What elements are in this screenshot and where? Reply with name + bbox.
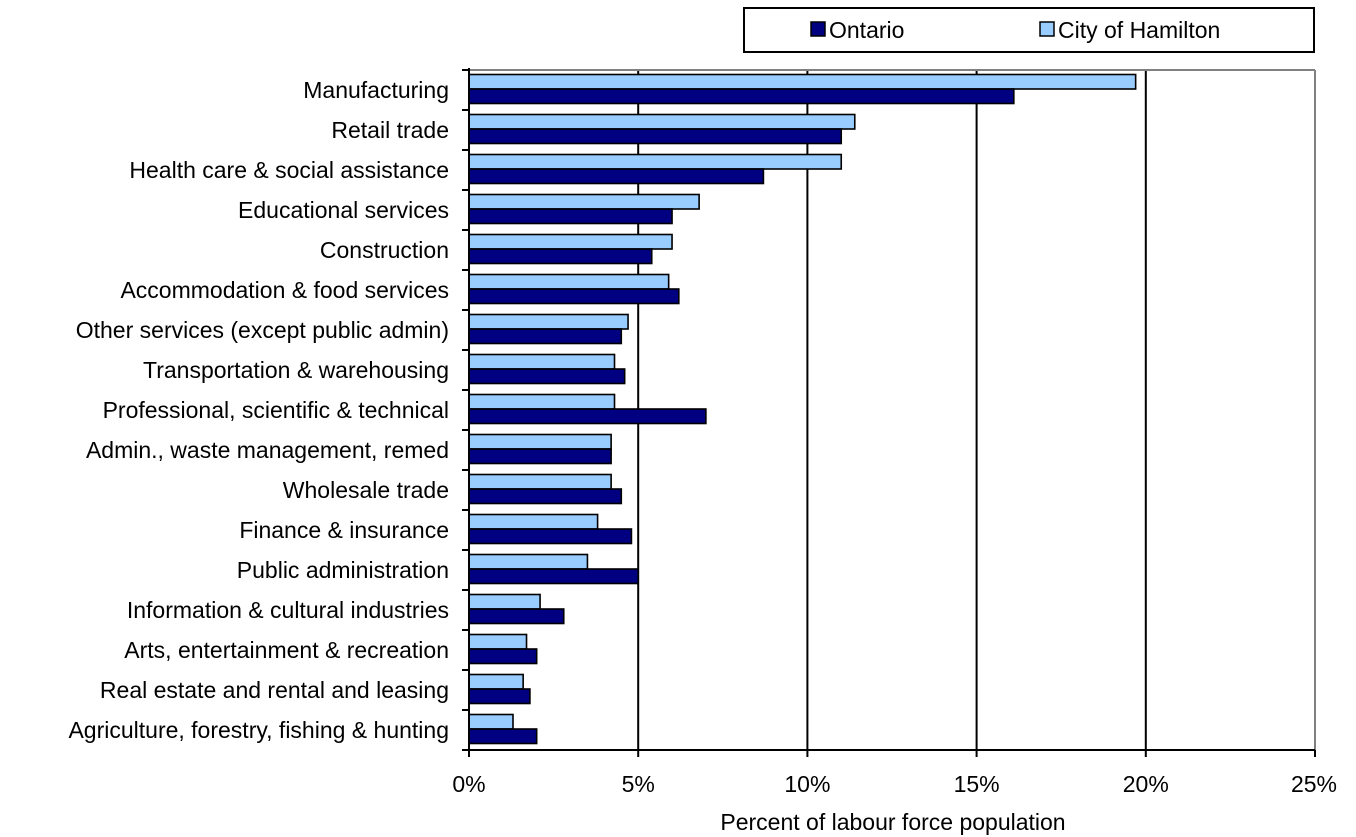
legend-label: Ontario bbox=[829, 17, 904, 43]
bar-ontario bbox=[468, 248, 653, 265]
bar-ontario bbox=[468, 528, 633, 545]
category-label: Transportation & warehousing bbox=[143, 357, 449, 383]
x-tick-label: 5% bbox=[622, 771, 655, 797]
bar-ontario bbox=[468, 168, 765, 185]
bar-hamilton bbox=[468, 513, 599, 530]
x-tick-label: 0% bbox=[452, 771, 485, 797]
category-labels: Manufacturing Retail trade Health care & s… bbox=[68, 77, 449, 743]
category-label: Educational services bbox=[238, 197, 449, 223]
bar-hamilton bbox=[468, 273, 670, 290]
category-label: Agriculture, forestry, fishing & hunting bbox=[68, 717, 449, 743]
category-label: Information & cultural industries bbox=[127, 597, 449, 623]
bar-ontario bbox=[468, 648, 538, 665]
category-label: Public administration bbox=[237, 557, 449, 583]
bar-hamilton bbox=[468, 673, 524, 690]
category-label: Professional, scientific & technical bbox=[103, 397, 449, 423]
bar-ontario bbox=[468, 368, 626, 385]
bar-hamilton bbox=[468, 73, 1137, 90]
x-tick-label: 25% bbox=[1291, 771, 1337, 797]
bar-hamilton bbox=[468, 713, 514, 730]
bar-hamilton bbox=[468, 153, 843, 170]
bar-hamilton bbox=[468, 633, 528, 650]
bar-ontario bbox=[468, 88, 1015, 105]
bar-ontario bbox=[468, 408, 707, 425]
x-tick-label: 15% bbox=[954, 771, 1000, 797]
bar-hamilton bbox=[468, 593, 541, 610]
bar-hamilton bbox=[468, 353, 616, 370]
legend-label: City of Hamilton bbox=[1058, 17, 1220, 43]
bar-ontario bbox=[468, 568, 639, 585]
gridlines bbox=[469, 69, 1316, 750]
category-label: Retail trade bbox=[331, 117, 449, 143]
legend-swatch bbox=[1039, 21, 1055, 37]
bar-hamilton bbox=[468, 433, 612, 450]
x-tick-labels: 0% 5% 10% 15% 20% 25% bbox=[452, 771, 1337, 797]
bar-ontario bbox=[468, 488, 623, 505]
legend-swatch bbox=[810, 21, 826, 37]
legend: Ontario City of Hamilton bbox=[743, 7, 1315, 53]
bar-hamilton bbox=[468, 233, 673, 250]
bar-hamilton bbox=[468, 193, 700, 210]
bar-hamilton bbox=[468, 113, 856, 130]
category-label: Construction bbox=[320, 237, 449, 263]
bar-hamilton bbox=[468, 313, 629, 330]
bar-ontario bbox=[468, 728, 538, 745]
bar-hamilton bbox=[468, 393, 616, 410]
legend-box bbox=[743, 7, 1315, 53]
x-tick-label: 10% bbox=[784, 771, 830, 797]
category-label: Admin., waste management, remed bbox=[86, 437, 449, 463]
bar-ontario bbox=[468, 328, 623, 345]
x-tick-label: 20% bbox=[1123, 771, 1169, 797]
bar-ontario bbox=[468, 128, 843, 145]
category-label: Arts, entertainment & recreation bbox=[124, 637, 449, 663]
bar-ontario bbox=[468, 688, 531, 705]
bar-ontario bbox=[468, 208, 673, 225]
bar-ontario bbox=[468, 288, 680, 305]
category-label: Wholesale trade bbox=[283, 477, 449, 503]
bar-ontario bbox=[468, 448, 612, 465]
bar-hamilton bbox=[468, 473, 612, 490]
category-label: Other services (except public admin) bbox=[76, 317, 449, 343]
category-label: Manufacturing bbox=[303, 77, 449, 103]
category-label: Health care & social assistance bbox=[129, 157, 449, 183]
category-label: Real estate and rental and leasing bbox=[100, 677, 449, 703]
bar-hamilton bbox=[468, 553, 589, 570]
axes bbox=[462, 68, 1316, 757]
x-axis-title: Percent of labour force population bbox=[720, 809, 1065, 835]
category-label: Finance & insurance bbox=[239, 517, 449, 543]
category-label: Accommodation & food services bbox=[120, 277, 449, 303]
bars bbox=[468, 73, 1137, 745]
bar-ontario bbox=[468, 608, 565, 625]
